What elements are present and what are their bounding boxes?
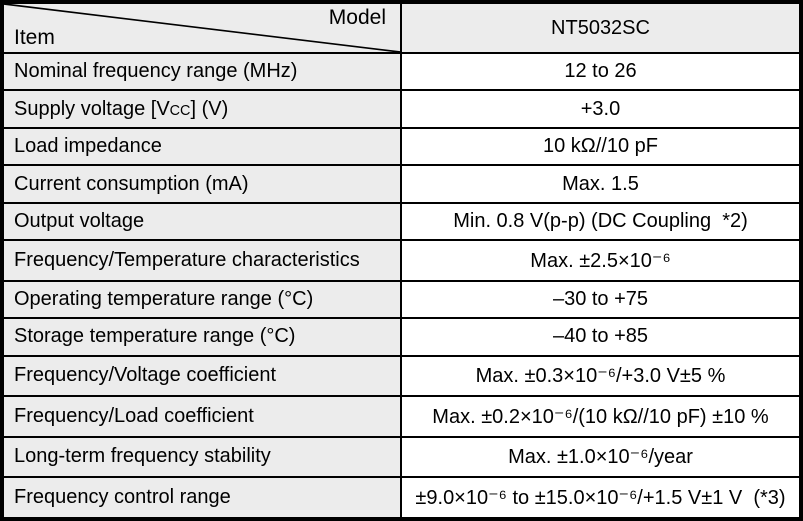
- value-cell: +3.0: [400, 89, 802, 129]
- value-cell: Min. 0.8 V(p-p) (DC Coupling *2): [400, 201, 802, 242]
- value-cell: Max. ±2.5×10⁻⁶: [400, 239, 802, 282]
- table-row: Output voltage Min. 0.8 V(p-p) (DC Coupl…: [1, 201, 802, 242]
- table-row: Nominal frequency range (MHz) 12 to 26: [1, 51, 802, 92]
- item-cell: Frequency/Voltage coefficient: [1, 354, 402, 398]
- item-cell: Frequency/Temperature characteristics: [1, 239, 402, 282]
- table-row: Supply voltage [VCC] (V) +3.0: [1, 89, 802, 129]
- header-model-value: NT5032SC: [400, 1, 802, 54]
- value-cell: ±9.0×10⁻⁶ to ±15.0×10⁻⁶/+1.5 V±1 V (*3): [400, 475, 802, 521]
- header-model-label: Model: [328, 6, 386, 29]
- table-row: Current consumption (mA) Max. 1.5: [1, 164, 802, 204]
- item-cell: Output voltage: [1, 201, 402, 242]
- table-row: Storage temperature range (°C) –40 to +8…: [1, 317, 802, 357]
- item-text-pre: Supply voltage [V: [14, 97, 170, 120]
- value-cell: Max. ±0.2×10⁻⁶/(10 kΩ//10 pF) ±10 %: [400, 395, 802, 438]
- value-cell: –30 to +75: [400, 279, 802, 320]
- table-row: Frequency/Temperature characteristics Ma…: [1, 239, 802, 282]
- value-cell: –40 to +85: [400, 317, 802, 357]
- item-text-post: ] (V): [190, 97, 229, 120]
- table-row: Frequency/Load coefficient Max. ±0.2×10⁻…: [1, 395, 802, 438]
- header-item-model-cell: Model Item: [1, 1, 402, 54]
- item-cell: Current consumption (mA): [1, 164, 402, 204]
- item-cell: Frequency/Load coefficient: [1, 395, 402, 438]
- value-cell: Max. ±0.3×10⁻⁶/+3.0 V±5 %: [400, 354, 802, 398]
- table-row: Operating temperature range (°C) –30 to …: [1, 279, 802, 320]
- header-item-label: Item: [14, 25, 55, 49]
- item-cell: Long-term frequency stability: [1, 435, 402, 478]
- header-diagonal-divider: [4, 4, 399, 51]
- item-cell: Supply voltage [VCC] (V): [1, 89, 402, 129]
- item-cell: Load impedance: [1, 126, 402, 167]
- table-row: Load impedance 10 kΩ//10 pF: [1, 126, 802, 167]
- value-cell: 12 to 26: [400, 51, 802, 92]
- value-cell: Max. 1.5: [400, 164, 802, 204]
- table-row: Frequency control range ±9.0×10⁻⁶ to ±15…: [1, 475, 802, 521]
- table-row: Long-term frequency stability Max. ±1.0×…: [1, 435, 802, 478]
- value-cell: Max. ±1.0×10⁻⁶/year: [400, 435, 802, 478]
- item-cell: Frequency control range: [1, 475, 402, 521]
- item-cell: Operating temperature range (°C): [1, 279, 402, 320]
- value-cell: 10 kΩ//10 pF: [400, 126, 802, 167]
- item-cell: Nominal frequency range (MHz): [1, 51, 402, 92]
- item-text-subscript: CC: [169, 102, 191, 119]
- header-row: Model Item NT5032SC: [1, 1, 802, 54]
- item-cell: Storage temperature range (°C): [1, 317, 402, 357]
- table-row: Frequency/Voltage coefficient Max. ±0.3×…: [1, 354, 802, 398]
